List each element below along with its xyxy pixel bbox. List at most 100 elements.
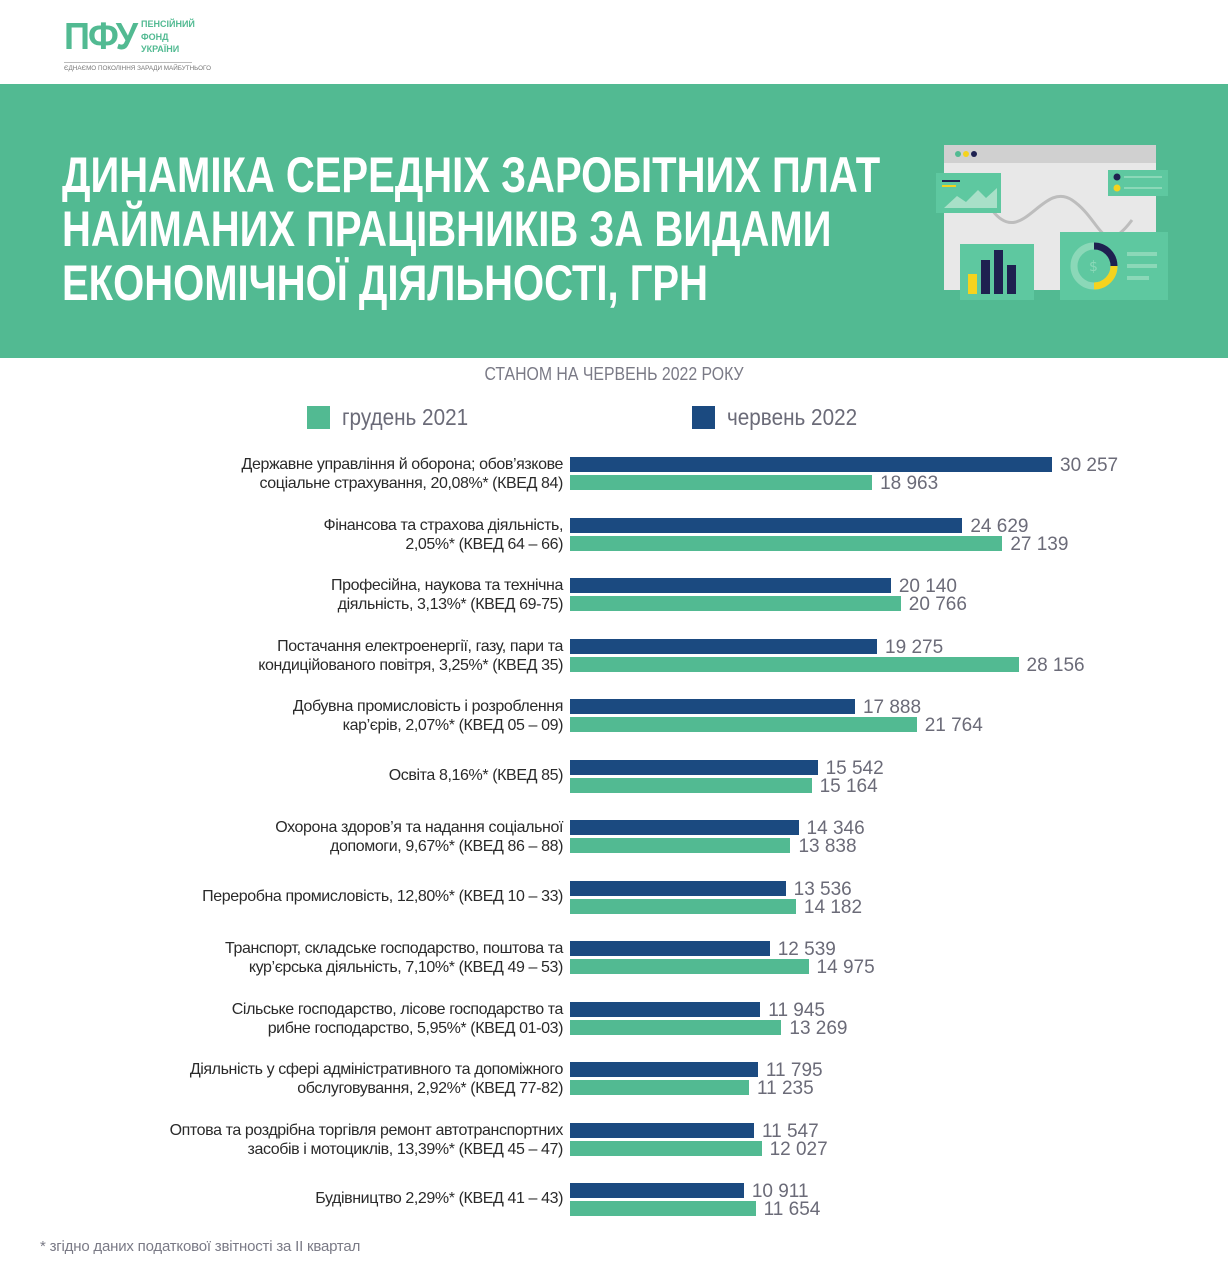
bar-jun-2022 xyxy=(570,699,855,714)
bar-dec-2021 xyxy=(570,1019,782,1035)
bar-dec-2021 xyxy=(570,898,796,914)
category-label-line: 2,05%* (КВЕД 64 – 66) xyxy=(405,535,563,553)
bar-jun-2022 xyxy=(570,880,786,896)
dashboard-illustration-icon: $ xyxy=(936,145,1168,300)
bar-dec-2021 xyxy=(570,535,1003,551)
data-label: 14 182 xyxy=(803,896,863,918)
data-label: 11 235 xyxy=(756,1078,814,1099)
category-label-line: діяльність, 3,13%* (КВЕД 69-75) xyxy=(337,596,564,613)
data-label: 10 911 xyxy=(751,1181,809,1202)
category-label: Постачання електроенергії, газу, пари та… xyxy=(258,637,563,675)
page-title: ДИНАМІКА СЕРЕДНІХ ЗАРОБІТНИХ ПЛАТ НАЙМАН… xyxy=(62,148,880,310)
category-label-line: кур’єрська діяльність, 7,10%* (КВЕД 49 –… xyxy=(248,959,564,976)
category-label-line: кар’єрів, 2,07%* (КВЕД 05 – 09) xyxy=(342,717,564,734)
category-label-line: Фінансова та страхова діяльність, xyxy=(323,516,563,534)
category-label-line: Постачання електроенергії, газу, пари та xyxy=(277,637,563,655)
logo-tagline: ЄДНАЄМО ПОКОЛІННЯ ЗАРАДИ МАЙБУТНЬОГО xyxy=(64,65,212,72)
category-label-line: Добувна промисловість і розроблення xyxy=(292,698,564,715)
chart-subtitle: СТАНОМ НА ЧЕРВЕНЬ 2022 РОКУ xyxy=(484,364,744,384)
category-label: Фінансова та страхова діяльність, 2,05%* … xyxy=(323,516,563,554)
bar-jun-2022 xyxy=(570,820,799,835)
bar-dec-2021 xyxy=(570,959,809,974)
svg-text:$: $ xyxy=(1089,259,1098,275)
category-label-line: засобів і мотоциклів, 13,39%* (КВЕД 45 –… xyxy=(247,1140,564,1158)
category-label: Оптова та роздрібна торгівля ремонт авто… xyxy=(169,1121,564,1159)
data-label: 11 945 xyxy=(768,999,825,1021)
category-label: Освіта 8,16%* (КВЕД 85) xyxy=(388,766,564,785)
bar-jun-2022 xyxy=(570,759,818,775)
category-label-line: рибне господарство, 5,95%* (КВЕД 01-03) xyxy=(267,1019,564,1037)
bar-dec-2021 xyxy=(570,596,901,611)
logo-name: ПЕНСІЙНИЙ ФОНД УКРАЇНИ xyxy=(141,19,195,54)
category-label-line: Будівництво 2,29%* (КВЕД 41 – 43) xyxy=(315,1190,563,1207)
bar-jun-2022 xyxy=(570,1062,758,1077)
bar-dec-2021 xyxy=(570,1201,756,1216)
bar-jun-2022 xyxy=(570,941,770,956)
title-line: ЕКОНОМІЧНОЇ ДІЯЛЬНОСТІ, ГРН xyxy=(62,255,708,311)
legend-item-dec-2021: грудень 2021 xyxy=(307,404,482,431)
category-label-line: Охорона здоров’я та надання соціальної xyxy=(275,819,563,836)
category-label: Добувна промисловість і розроблення кар’є… xyxy=(292,697,564,735)
category-label-line: Сільське господарство, лісове господарст… xyxy=(231,1000,564,1018)
bar-dec-2021 xyxy=(570,777,812,793)
category-label-line: допомоги, 9,67%* (КВЕД 86 – 88) xyxy=(330,838,563,855)
legend-swatch xyxy=(692,406,715,429)
logo-divider xyxy=(64,62,192,63)
footnote: * згідно даних податкової звітності за I… xyxy=(40,1238,361,1255)
data-label: 14 346 xyxy=(806,818,865,839)
data-label: 11 654 xyxy=(763,1199,821,1220)
category-label: Державне управління й оборона; обов’язко… xyxy=(241,455,564,493)
bar-jun-2022 xyxy=(570,638,878,654)
data-label: 18 963 xyxy=(880,473,939,494)
category-label-line: Професійна, наукова та технічна xyxy=(330,577,563,594)
bar-dec-2021 xyxy=(570,717,917,732)
data-label: 15 542 xyxy=(825,757,884,779)
data-label: 30 257 xyxy=(1060,455,1119,476)
data-label: 12 027 xyxy=(769,1138,828,1160)
category-label: Будівництво 2,29%* (КВЕД 41 – 43) xyxy=(315,1189,563,1208)
bar-jun-2022 xyxy=(570,1183,744,1198)
data-label: 20 766 xyxy=(908,594,967,615)
category-label-line: обслуговування, 2,92%* (КВЕД 77-82) xyxy=(297,1080,563,1097)
data-label: 19 275 xyxy=(885,636,944,658)
data-label: 14 975 xyxy=(816,957,875,978)
category-label-line: Оптова та роздрібна торгівля ремонт авто… xyxy=(169,1121,564,1139)
bar-dec-2021 xyxy=(570,838,791,853)
legend-swatch xyxy=(307,406,330,429)
bar-jun-2022 xyxy=(570,1122,754,1138)
category-label: Охорона здоров’я та надання соціальної до… xyxy=(275,818,563,856)
bar-jun-2022 xyxy=(570,457,1052,472)
data-label: 20 140 xyxy=(898,576,957,597)
category-label: Професійна, наукова та технічна діяльніст… xyxy=(331,576,563,614)
category-label-line: кондиційованого повітря, 3,25%* (КВЕД 35… xyxy=(258,656,563,674)
category-label: Переробна промисловість, 12,80%* (КВЕД 1… xyxy=(202,887,563,906)
category-label-line: Транспорт, складське господарство, пошто… xyxy=(225,940,563,957)
pfu-logo: ПФУ ПЕНСІЙНИЙ ФОНД УКРАЇНИ ЄДНАЄМО ПОКОЛ… xyxy=(64,14,211,76)
category-label: Сільське господарство, лісове господарст… xyxy=(231,1000,564,1038)
legend-label: грудень 2021 xyxy=(342,404,469,430)
category-label-line: соціальне страхування, 20,08%* (КВЕД 84) xyxy=(259,475,564,492)
logo-mark: ПФУ xyxy=(64,16,138,58)
data-label: 28 156 xyxy=(1026,654,1085,676)
category-label: Транспорт, складське господарство, пошто… xyxy=(225,939,563,977)
data-label: 13 269 xyxy=(789,1017,848,1039)
data-label: 17 888 xyxy=(862,697,922,718)
data-label: 15 164 xyxy=(819,775,878,797)
title-line: НАЙМАНИХ ПРАЦІВНИКІВ ЗА ВИДАМИ xyxy=(62,201,832,257)
legend-label: червень 2022 xyxy=(727,404,858,430)
bar-jun-2022 xyxy=(570,578,891,593)
bar-dec-2021 xyxy=(570,1080,749,1095)
data-label: 21 764 xyxy=(924,715,983,736)
data-label: 11 795 xyxy=(765,1060,823,1081)
data-label: 13 838 xyxy=(798,836,857,857)
category-label-line: Освіта 8,16%* (КВЕД 85) xyxy=(388,766,564,784)
category-label-line: Державне управління й оборона; обов’язко… xyxy=(241,456,564,473)
data-label: 27 139 xyxy=(1010,533,1069,555)
category-label-line: Переробна промисловість, 12,80%* (КВЕД 1… xyxy=(202,887,563,905)
data-label: 11 547 xyxy=(761,1120,819,1142)
bar-jun-2022 xyxy=(570,517,963,533)
bar-dec-2021 xyxy=(570,475,873,490)
category-label-line: Діяльність у сфері адміністративного та … xyxy=(189,1061,564,1078)
bar-dec-2021 xyxy=(570,656,1019,672)
